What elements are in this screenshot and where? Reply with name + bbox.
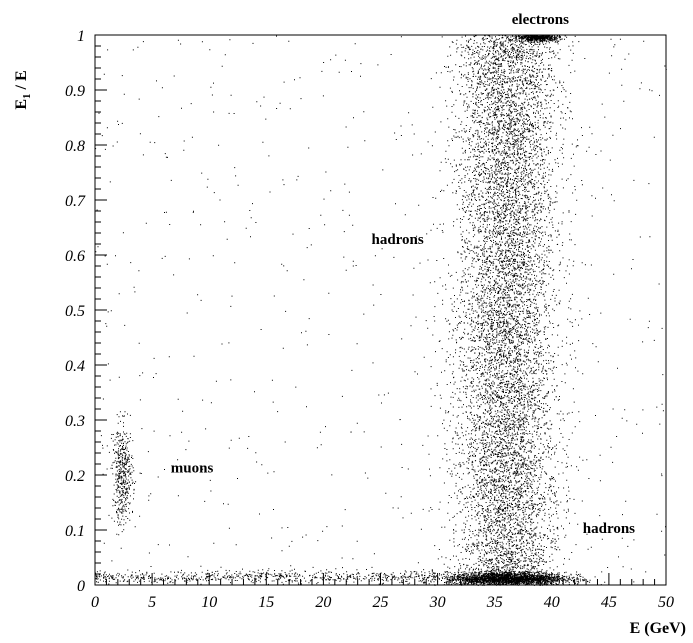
y-tick-label: 0.5 <box>65 303 85 320</box>
x-tick-label: 10 <box>201 594 217 611</box>
x-tick-label: 45 <box>601 594 617 611</box>
x-tick-label: 50 <box>658 594 674 611</box>
plot-frame <box>94 34 667 586</box>
x-tick-label: 35 <box>486 594 503 611</box>
y-axis: 0 0.1 0.2 0.3 0.4 0.5 0.6 0.7 0.8 0.9 1 <box>65 28 107 595</box>
scatter-points <box>95 35 667 586</box>
y-axis-title: E1 / E <box>13 70 33 109</box>
y-tick-label: 0.7 <box>65 193 86 210</box>
x-tick-label: 40 <box>544 594 560 611</box>
x-tick-label: 20 <box>315 594 331 611</box>
y-tick-label: 0.6 <box>65 248 85 265</box>
scatter-point-cloud <box>95 35 667 586</box>
x-axis: 0 5 10 15 20 25 30 35 40 45 50 <box>91 573 674 611</box>
y-tick-label: 0.3 <box>65 413 85 430</box>
annotation-label: muons <box>171 460 214 476</box>
x-tick-label: 0 <box>91 594 99 611</box>
annotation-label: hadrons <box>583 521 635 537</box>
y-tick-label: 0.1 <box>65 523 85 540</box>
y-tick-label: 0.8 <box>65 138 85 155</box>
y-tick-label: 1 <box>77 28 85 45</box>
annotation-label: hadrons <box>371 232 423 248</box>
y-tick-label: 0 <box>77 578 85 595</box>
x-axis-title: E (GeV) <box>630 620 686 637</box>
x-tick-label: 30 <box>429 594 446 611</box>
y-tick-label: 0.4 <box>65 358 85 375</box>
x-tick-label: 25 <box>373 594 389 611</box>
y-tick-label: 0.2 <box>65 468 85 485</box>
x-tick-label: 15 <box>258 594 274 611</box>
annotation-label: electrons <box>512 12 569 28</box>
y-tick-label: 0.9 <box>65 83 85 100</box>
annotations: electrons hadrons muons hadrons <box>171 12 635 537</box>
x-tick-label: 5 <box>148 594 156 611</box>
